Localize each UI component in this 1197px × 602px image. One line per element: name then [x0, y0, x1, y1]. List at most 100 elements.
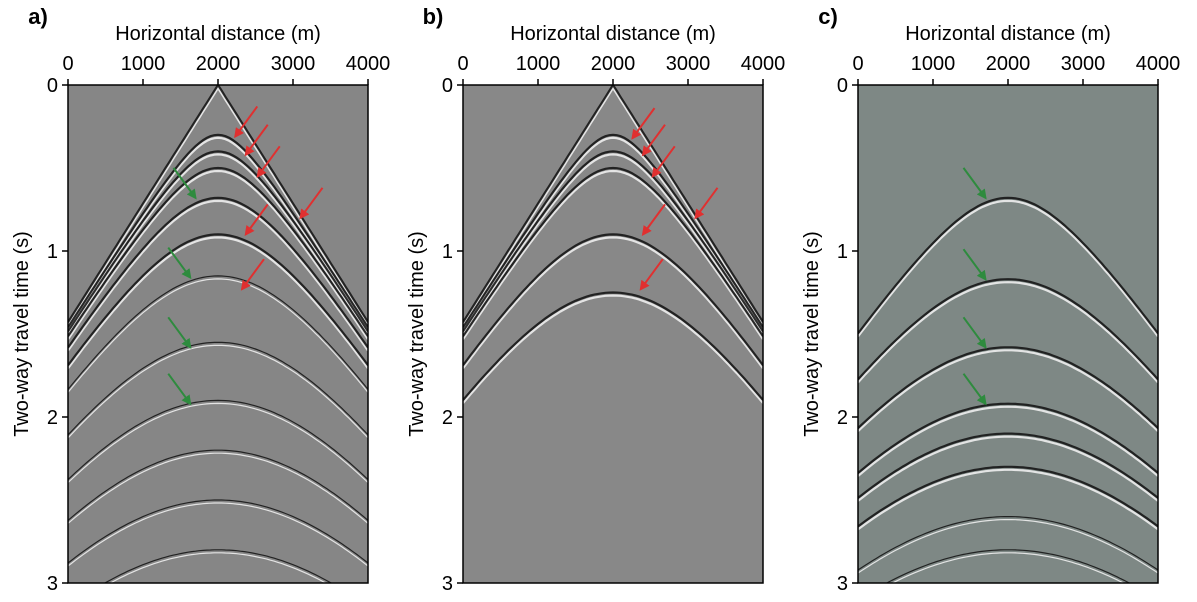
- y-tick-label: 3: [837, 573, 848, 595]
- annotation-arrow: [962, 373, 987, 406]
- annotation-arrow: [234, 105, 259, 139]
- reflection-halo: [858, 405, 1158, 477]
- annotation-arrow: [694, 187, 719, 220]
- y-tick-label: 2: [837, 407, 848, 429]
- reflection-halo: [68, 502, 368, 567]
- annotation-arrow: [639, 258, 664, 291]
- annotation-arrow: [172, 167, 197, 200]
- x-tick-label: 4000: [346, 53, 391, 75]
- reflection-halo: [68, 169, 368, 340]
- annotation-arrow: [962, 316, 987, 349]
- reflection-halo: [858, 199, 1158, 338]
- reflection: [463, 291, 763, 401]
- reflection-halo: [463, 136, 763, 331]
- reflection: [68, 133, 368, 328]
- y-tick-label: 0: [837, 75, 848, 97]
- reflection: [463, 166, 763, 337]
- annotation-arrow: [651, 145, 676, 178]
- reflection: [885, 549, 1131, 583]
- reflection-halo: [68, 136, 368, 331]
- annotation-arrow: [167, 373, 192, 406]
- y-tick-label: 0: [47, 75, 58, 97]
- reflection-halo: [68, 236, 368, 369]
- annotation-arrow: [962, 248, 987, 281]
- x-axis-label: Horizontal distance (m): [905, 23, 1111, 45]
- annotation-arrow: [167, 316, 192, 349]
- panel-label: c): [818, 4, 838, 29]
- x-tick-label: 3000: [271, 53, 316, 75]
- reflection-halo: [109, 552, 327, 583]
- reflection-halo: [858, 468, 1158, 531]
- reflection: [68, 196, 368, 349]
- reflection-halo: [68, 452, 368, 524]
- y-tick-label: 0: [442, 75, 453, 97]
- reflection: [68, 150, 368, 332]
- x-tick-label: 1000: [121, 53, 166, 75]
- x-tick-label: 2000: [591, 53, 636, 75]
- plot-area: [68, 85, 368, 583]
- plot-area: [858, 196, 1158, 583]
- reflection: [858, 346, 1158, 429]
- reflection: [858, 402, 1158, 474]
- reflection-halo: [68, 278, 368, 393]
- annotation-arrow: [641, 124, 666, 157]
- reflection: [68, 499, 368, 564]
- y-axis-label: Two-way travel time (s): [11, 231, 33, 437]
- y-axis-label: Two-way travel time (s): [801, 231, 823, 437]
- annotation-arrow: [167, 246, 192, 280]
- reflection: [463, 133, 763, 328]
- reflection: [858, 196, 1158, 335]
- reflection-halo: [68, 402, 368, 484]
- x-tick-label: 1000: [911, 53, 956, 75]
- reflection: [463, 233, 763, 366]
- x-axis-label: Horizontal distance (m): [115, 23, 321, 45]
- plot-area: [463, 85, 763, 404]
- plot-background: [858, 85, 1158, 583]
- y-tick-label: 1: [837, 241, 848, 263]
- x-tick-label: 3000: [666, 53, 711, 75]
- x-tick-label: 4000: [1136, 53, 1181, 75]
- y-tick-label: 2: [47, 407, 58, 429]
- reflection-halo: [858, 281, 1158, 384]
- x-tick-label: 0: [852, 53, 863, 75]
- reflection-halo: [463, 236, 763, 369]
- reflection-halo: [858, 435, 1158, 502]
- x-tick-label: 2000: [986, 53, 1031, 75]
- y-tick-label: 1: [47, 241, 58, 263]
- reflection: [68, 275, 368, 390]
- annotation-arrow: [256, 145, 281, 178]
- x-tick-label: 0: [457, 53, 468, 75]
- annotation-arrow: [240, 258, 265, 291]
- reflection-halo: [463, 85, 763, 326]
- y-tick-label: 2: [442, 407, 453, 429]
- reflection-halo: [463, 294, 763, 404]
- reflection-halo: [891, 552, 1125, 583]
- y-tick-label: 1: [442, 241, 453, 263]
- y-tick-label: 3: [442, 573, 453, 595]
- plot-background: [463, 85, 763, 583]
- reflection: [68, 85, 368, 323]
- reflection: [858, 516, 1158, 571]
- reflection: [858, 432, 1158, 499]
- y-tick-label: 3: [47, 573, 58, 595]
- annotation-arrow: [244, 203, 269, 237]
- reflection-halo: [858, 349, 1158, 432]
- reflection: [463, 150, 763, 332]
- x-tick-label: 2000: [196, 53, 241, 75]
- reflection: [68, 166, 368, 337]
- panel-label: b): [423, 4, 444, 29]
- panel-label: a): [28, 4, 48, 29]
- reflection-halo: [68, 153, 368, 335]
- reflection-halo: [463, 169, 763, 340]
- reflection: [463, 85, 763, 323]
- annotation-arrow: [244, 124, 269, 157]
- reflection: [68, 399, 368, 481]
- x-tick-label: 3000: [1061, 53, 1106, 75]
- plot-background: [68, 85, 368, 583]
- reflection: [858, 278, 1158, 381]
- reflection-halo: [68, 344, 368, 439]
- annotation-arrow: [641, 203, 666, 237]
- x-tick-label: 4000: [741, 53, 786, 75]
- y-axis-label: Two-way travel time (s): [406, 231, 428, 437]
